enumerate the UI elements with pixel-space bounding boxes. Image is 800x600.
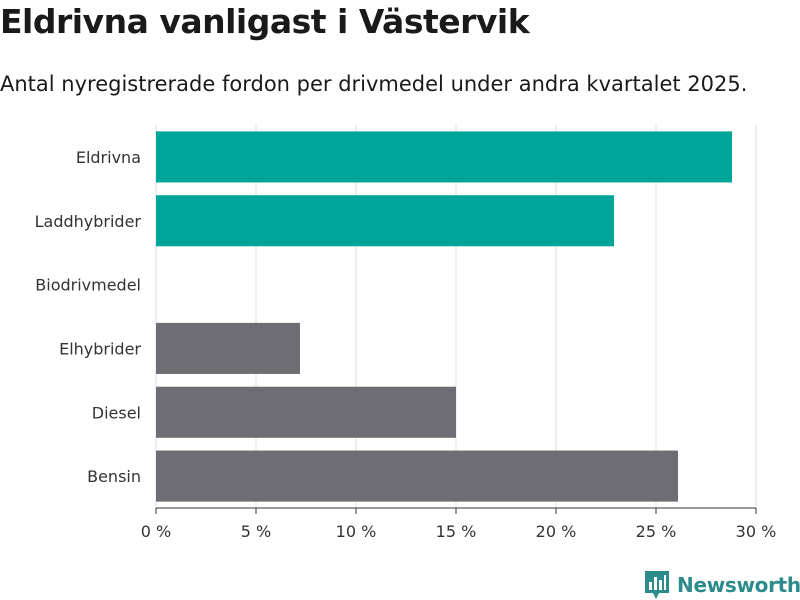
x-tick-label-1: 5 % [241, 522, 271, 541]
category-label-4: Diesel [92, 403, 141, 422]
brand-name: Newsworthy [677, 573, 800, 597]
bar-0 [156, 131, 732, 183]
x-tick-label-0: 0 % [141, 522, 171, 541]
category-label-0: Eldrivna [76, 148, 141, 167]
x-tick-label-2: 10 % [336, 522, 377, 541]
chart-title: Eldrivna vanligast i Västervik [0, 2, 530, 41]
x-tick-label-3: 15 % [436, 522, 477, 541]
category-label-2: Biodrivmedel [35, 276, 141, 295]
bar-4 [156, 386, 456, 438]
bar-5 [156, 450, 678, 502]
brand-logo: Newsworthy [644, 570, 800, 600]
category-label-5: Bensin [87, 467, 141, 486]
category-label-3: Elhybrider [59, 339, 141, 358]
chart-subtitle: Antal nyregistrerade fordon per drivmede… [0, 72, 748, 96]
newsworthy-logo-icon [645, 571, 669, 599]
bar-3 [156, 322, 300, 374]
x-tick-label-6: 30 % [736, 522, 777, 541]
x-tick-label-5: 25 % [636, 522, 677, 541]
bar-1 [156, 195, 614, 247]
x-tick-label-4: 20 % [536, 522, 577, 541]
category-label-1: Laddhybrider [35, 212, 142, 231]
